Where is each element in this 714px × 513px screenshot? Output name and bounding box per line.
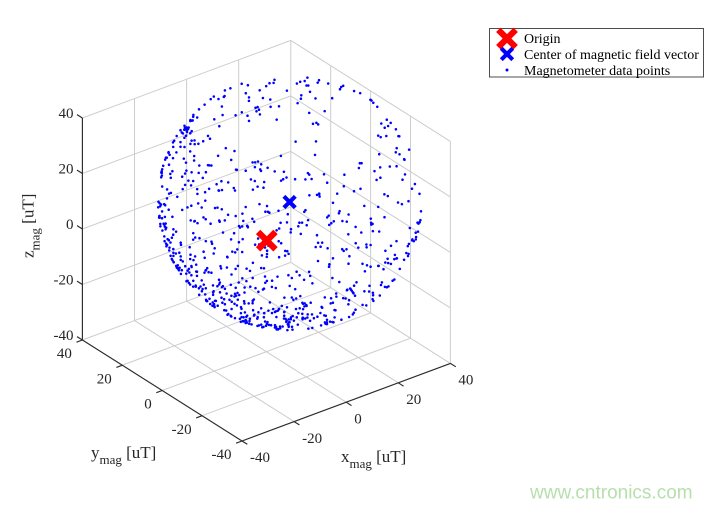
svg-text:20: 20 [97, 371, 112, 387]
svg-text:-20: -20 [172, 422, 192, 438]
svg-text:Center of magnetic field vecto: Center of magnetic field vector [524, 48, 699, 63]
svg-text:-40: -40 [212, 447, 232, 463]
svg-text:Origin: Origin [524, 32, 561, 47]
svg-text:-40: -40 [250, 450, 270, 466]
svg-text:Magnetometer data points: Magnetometer data points [524, 64, 670, 79]
svg-text:40: 40 [458, 373, 473, 389]
svg-text:-40: -40 [54, 328, 74, 344]
svg-text:0: 0 [66, 217, 74, 233]
svg-text:-20: -20 [54, 273, 74, 289]
svg-text:www.cntronics.com: www.cntronics.com [529, 483, 693, 504]
svg-text:-20: -20 [302, 431, 322, 447]
svg-text:20: 20 [406, 392, 421, 408]
svg-text:0: 0 [144, 397, 152, 413]
svg-text:0: 0 [354, 411, 362, 427]
svg-text:40: 40 [57, 346, 72, 362]
svg-text:40: 40 [59, 106, 74, 122]
svg-text:20: 20 [59, 162, 74, 178]
